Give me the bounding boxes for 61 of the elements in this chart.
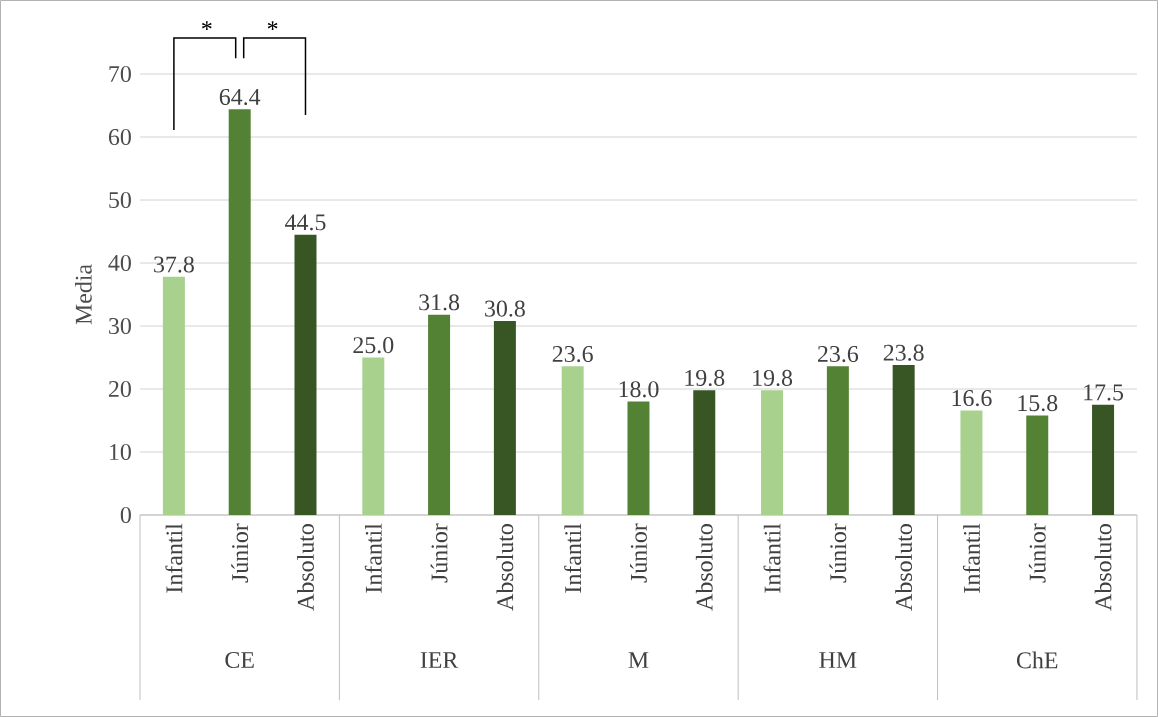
bar bbox=[1092, 404, 1115, 515]
text: Júnior bbox=[829, 523, 847, 583]
data-label: 37.8 bbox=[154, 256, 194, 273]
text: Júnior bbox=[231, 523, 249, 583]
bar bbox=[228, 109, 251, 515]
data-label: 44.5 bbox=[285, 214, 326, 231]
text: Júnior bbox=[630, 523, 647, 583]
text: Absoluto bbox=[1094, 524, 1112, 611]
bar bbox=[761, 390, 784, 515]
text: Infantil bbox=[165, 523, 183, 593]
bar bbox=[960, 410, 983, 515]
text: Absoluto bbox=[895, 524, 913, 611]
text: Absoluto bbox=[695, 524, 713, 611]
data-label: 30.8 bbox=[485, 300, 525, 317]
data-label: 31.8 bbox=[419, 294, 460, 311]
y-tick-label: 20 bbox=[108, 380, 131, 398]
bar bbox=[693, 390, 716, 515]
x-tick-label: IER bbox=[420, 652, 459, 668]
data-label: 16.6 bbox=[952, 390, 992, 407]
bar bbox=[1026, 415, 1049, 515]
y-tick-label: 70 bbox=[109, 65, 131, 83]
data-label: 19.8 bbox=[753, 369, 793, 387]
text: Infantil bbox=[763, 523, 781, 593]
data-label: 23.6 bbox=[817, 345, 859, 363]
x-tick-label: M bbox=[628, 652, 649, 668]
data-label: 17.5 bbox=[1084, 384, 1124, 401]
bar bbox=[493, 320, 516, 515]
text: Júnior bbox=[1028, 523, 1046, 583]
y-tick-label: 0 bbox=[120, 506, 131, 524]
text: Júnior bbox=[430, 523, 448, 583]
x-tick-label: CE bbox=[225, 651, 254, 669]
y-tick-label: 50 bbox=[109, 191, 131, 209]
bar bbox=[362, 357, 385, 515]
text: * bbox=[267, 21, 278, 30]
bar bbox=[826, 366, 849, 515]
x-tick-label: ChE bbox=[1016, 651, 1058, 669]
data-label: 18.0 bbox=[619, 381, 659, 398]
text: Absoluto bbox=[297, 524, 314, 611]
data-label: 15.8 bbox=[1018, 395, 1058, 412]
text: Infantil bbox=[364, 523, 382, 593]
y-tick-label: 60 bbox=[108, 128, 131, 146]
bar bbox=[294, 234, 317, 515]
bar bbox=[892, 365, 915, 515]
y-tick-label: 30 bbox=[109, 317, 131, 335]
y-axis-title: Media bbox=[74, 264, 92, 325]
data-label: 23.6 bbox=[552, 345, 593, 363]
text: Infantil bbox=[564, 523, 582, 593]
bar bbox=[162, 276, 185, 515]
data-label: 19.8 bbox=[685, 369, 725, 387]
text: Infantil bbox=[962, 523, 980, 593]
bar bbox=[428, 314, 451, 515]
data-label: 23.8 bbox=[883, 344, 924, 361]
y-tick-label: 40 bbox=[108, 254, 131, 272]
x-tick-label: HM bbox=[819, 652, 857, 668]
y-tick-label: 10 bbox=[110, 443, 131, 461]
text: Absoluto bbox=[496, 524, 514, 611]
bar bbox=[627, 401, 650, 515]
data-label: 64.4 bbox=[219, 88, 261, 106]
text: * bbox=[201, 21, 212, 30]
data-label: 25.0 bbox=[353, 337, 394, 354]
bar bbox=[561, 366, 584, 515]
